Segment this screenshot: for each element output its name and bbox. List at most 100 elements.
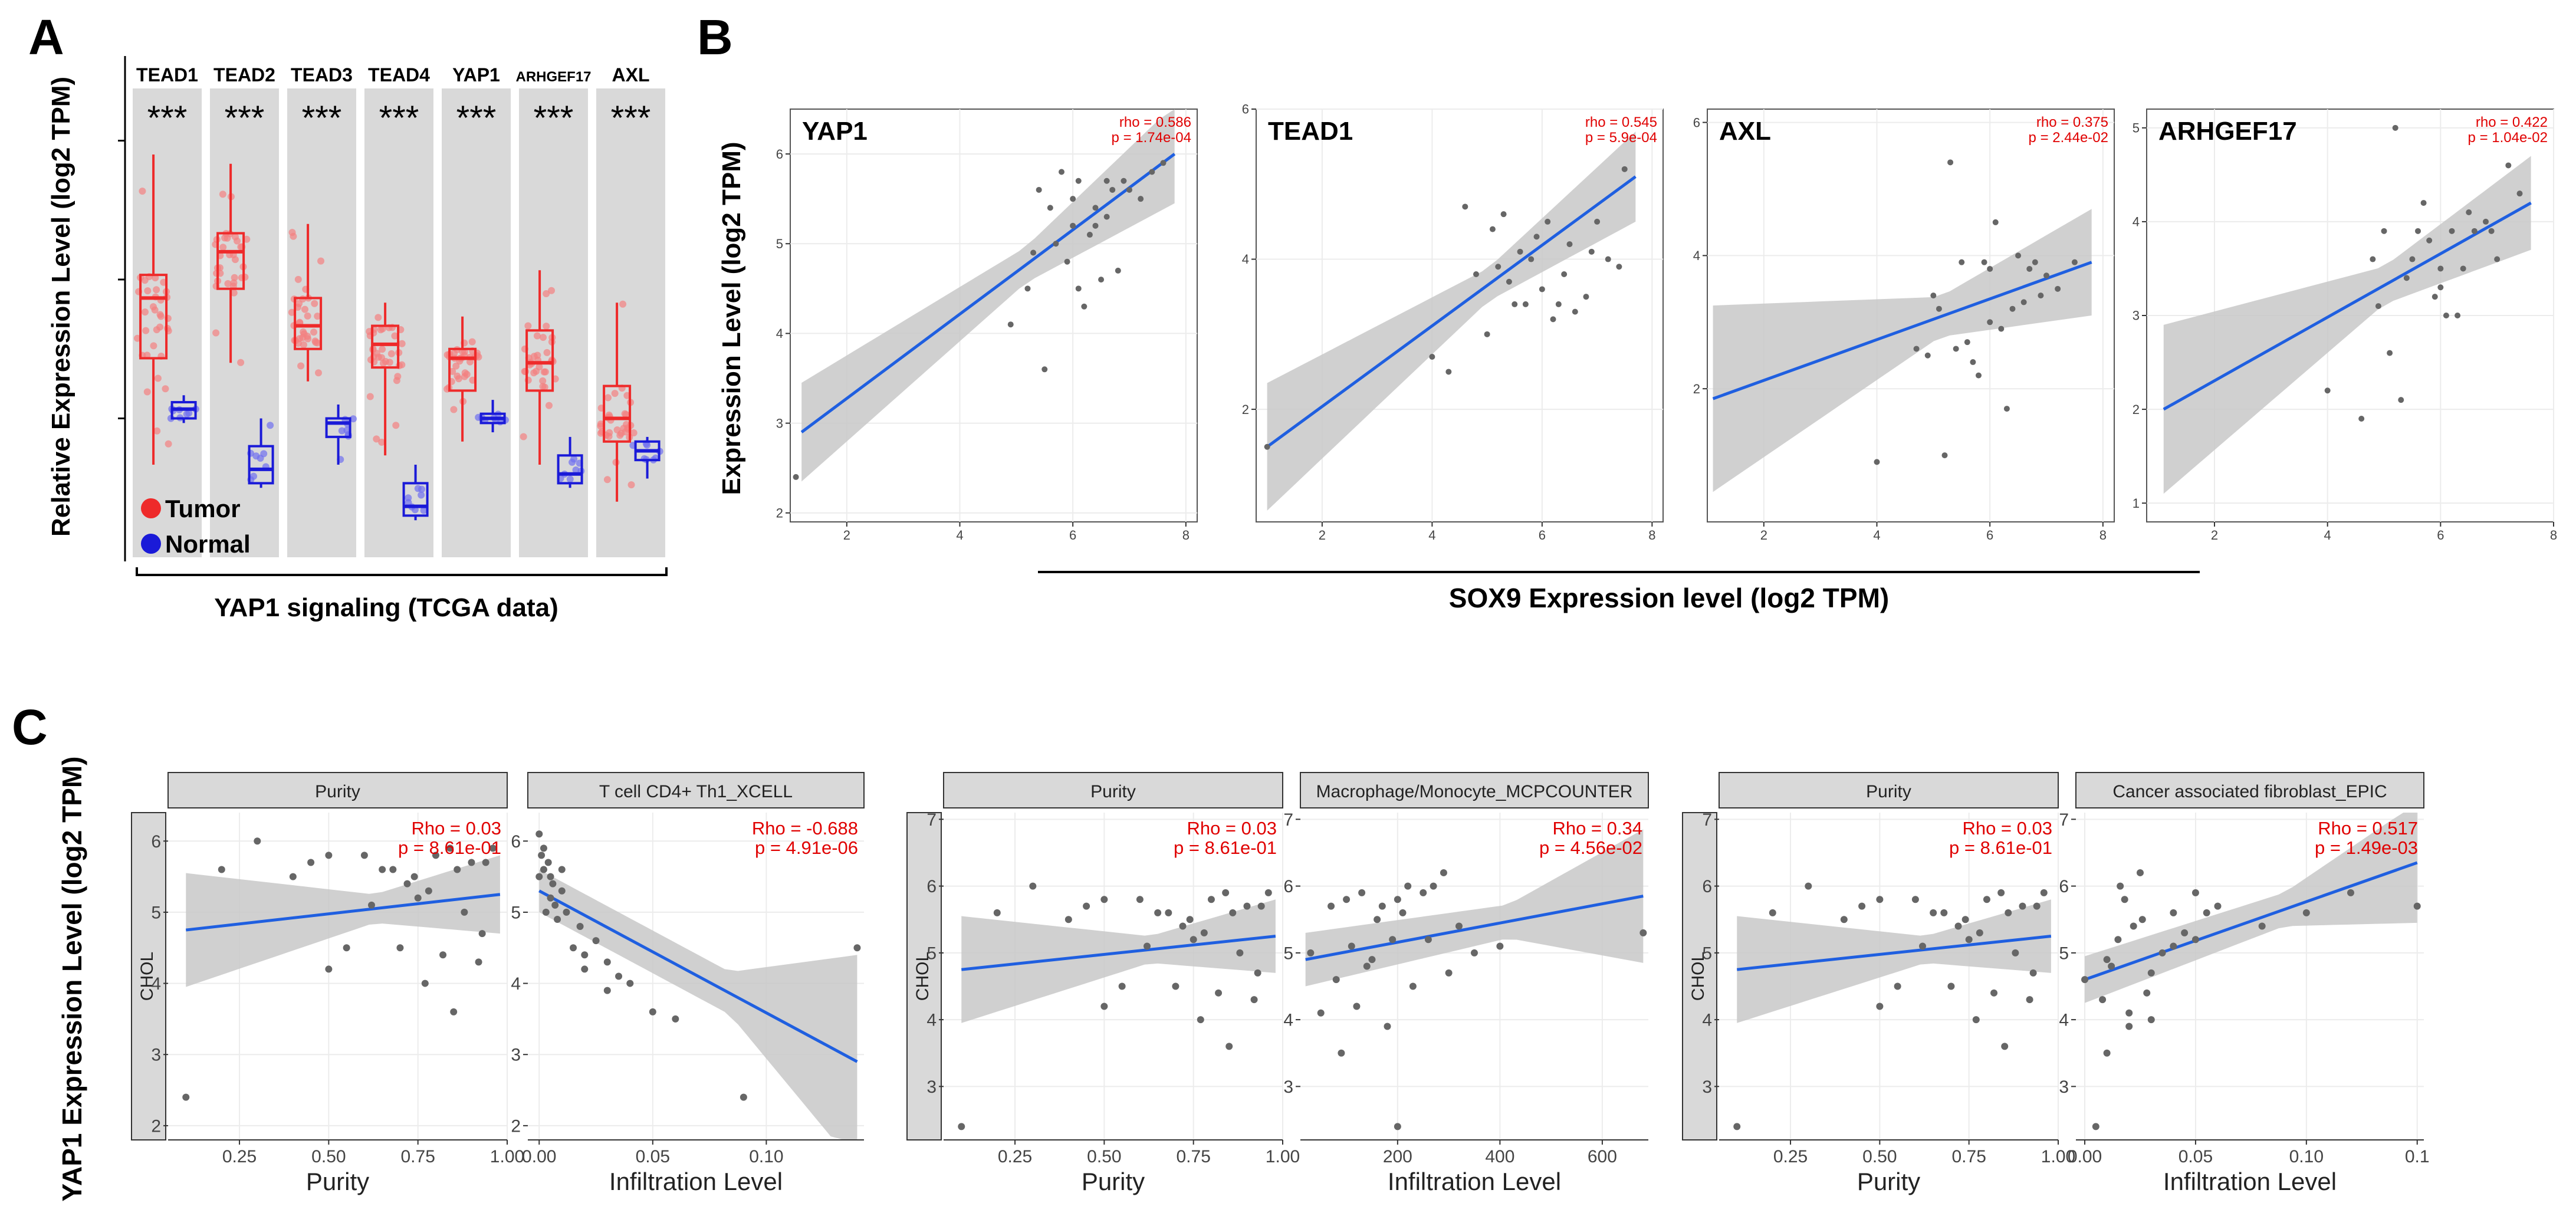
panel-a-jitter-point	[317, 257, 325, 265]
scatter-point	[2387, 350, 2393, 356]
scatter-ytick-label: 7	[926, 810, 937, 830]
scatter-xtick-label: 8	[1182, 528, 1190, 543]
scatter-ytick-label: 7	[1702, 810, 1712, 830]
scatter-regression-line	[961, 935, 1276, 971]
scatter-point	[389, 866, 397, 873]
panel-c-chol-label: CHOL	[913, 952, 932, 1001]
scatter-xtick-label: 200	[1383, 1147, 1412, 1166]
scatter-p-label: p = 1.49e-03	[2315, 837, 2418, 858]
scatter-point	[2043, 272, 2049, 279]
panel-a-jitter-point	[379, 360, 387, 367]
scatter-regression-line	[2163, 201, 2532, 411]
scatter-point	[1030, 249, 1037, 256]
scatter-point	[425, 887, 432, 895]
panel-a-jitter-point	[343, 426, 351, 434]
scatter-point	[1566, 241, 1573, 248]
scatter-point	[343, 944, 350, 952]
scatter-point	[2038, 292, 2044, 299]
scatter-point	[2443, 313, 2449, 318]
scatter-p-label: p = 5.9e-04	[1585, 130, 1657, 146]
scatter-point	[1913, 346, 1920, 352]
scatter-confidence-band	[801, 109, 1175, 482]
scatter-rho-label: Rho = 0.517	[2318, 818, 2418, 839]
scatter-p-label: p = 2.44e-02	[2029, 130, 2108, 146]
scatter-point	[1424, 936, 1432, 944]
panel-a-jitter-point	[314, 339, 321, 347]
panel-c-facet-label: Cancer associated fibroblast_EPIC	[2112, 782, 2387, 801]
panel-a-jitter-point	[373, 350, 381, 357]
scatter-point	[1588, 248, 1595, 255]
panel-a-jitter-point	[379, 325, 386, 333]
scatter-point	[421, 980, 429, 987]
scatter-point	[2147, 969, 2155, 977]
panel-a-jitter-point	[224, 280, 232, 288]
scatter-point	[2516, 190, 2523, 197]
panel-a-jitter-point	[543, 349, 551, 356]
scatter-point	[1947, 159, 1954, 166]
panel-a-jitter-point	[570, 455, 578, 463]
panel-a-jitter-point	[133, 334, 141, 342]
scatter-point	[1409, 982, 1417, 990]
scatter-point	[2347, 889, 2354, 896]
scatter-point	[1876, 896, 1884, 903]
scatter-point	[1550, 316, 1556, 323]
panel-a-jitter-point	[373, 435, 380, 443]
scatter-confidence-band	[2085, 813, 2417, 1003]
scatter-rho-label: rho = 0.422	[2476, 114, 2548, 130]
scatter-point	[2108, 962, 2115, 970]
scatter-point	[360, 852, 368, 859]
panel-c-facet-strip	[1719, 772, 2059, 808]
scatter-xtick-label: 1.00	[490, 1147, 524, 1166]
scatter-point	[2147, 1016, 2155, 1024]
scatter-point	[2020, 299, 2027, 305]
panel-a-jitter-point	[143, 388, 151, 396]
scatter-point	[1149, 169, 1155, 175]
panel-a-significance: ***	[456, 99, 497, 137]
scatter-point	[1964, 339, 1970, 346]
scatter-xtick-label: 0.50	[1087, 1147, 1121, 1166]
scatter-point	[1190, 936, 1197, 944]
scatter-xtick-label: 0.25	[1773, 1147, 1808, 1166]
scatter-point	[1144, 942, 1151, 950]
scatter-point	[1941, 452, 1948, 459]
panel-a-jitter-point	[604, 394, 612, 402]
scatter-point	[2392, 124, 2398, 131]
panel-a-gene-strip	[519, 88, 588, 557]
scatter-point	[1328, 902, 1335, 910]
scatter-point	[2170, 942, 2177, 950]
panel-c-facet-label: Purity	[1866, 782, 1911, 801]
scatter-confidence-band	[2163, 156, 2531, 494]
panel-a-jitter-point	[452, 362, 460, 370]
scatter-point	[2466, 209, 2472, 215]
panel-c-facet-label: Macrophage/Monocyte_MCPCOUNTER	[1316, 782, 1633, 801]
panel-a-jitter-point	[566, 475, 574, 483]
panel-letter-b: B	[697, 9, 733, 65]
panel-c-chol-strip	[1682, 812, 1717, 1140]
panel-a-gene-strip	[442, 88, 511, 557]
panel-a-jitter-point	[524, 322, 532, 330]
scatter-point	[2449, 228, 2455, 234]
scatter-point	[2170, 909, 2177, 916]
panel-c-facet-strip	[167, 772, 508, 808]
scatter-point	[289, 873, 297, 880]
panel-a-box-tumor	[139, 274, 168, 360]
scatter-p-label: p = 1.74e-04	[1112, 130, 1191, 146]
scatter-point	[563, 908, 570, 916]
scatter-point	[2003, 406, 2010, 412]
scatter-ytick-label: 1	[2133, 496, 2140, 511]
scatter-point	[2121, 896, 2128, 903]
scatter-confidence-band	[961, 899, 1276, 1023]
scatter-xtick-label: 6	[1539, 528, 1546, 543]
panel-a-significance: ***	[302, 99, 342, 137]
scatter-point	[1539, 286, 1545, 292]
panel-a-jitter-point	[418, 485, 426, 493]
scatter-point	[1236, 949, 1244, 957]
panel-c-xlabel: Infiltration Level	[609, 1168, 783, 1195]
scatter-xtick-label: 8	[1648, 528, 1655, 543]
scatter-point	[1200, 929, 1208, 936]
scatter-point	[1621, 166, 1628, 172]
scatter-point	[1126, 186, 1132, 193]
scatter-point	[1594, 218, 1601, 225]
scatter-point	[432, 852, 439, 859]
